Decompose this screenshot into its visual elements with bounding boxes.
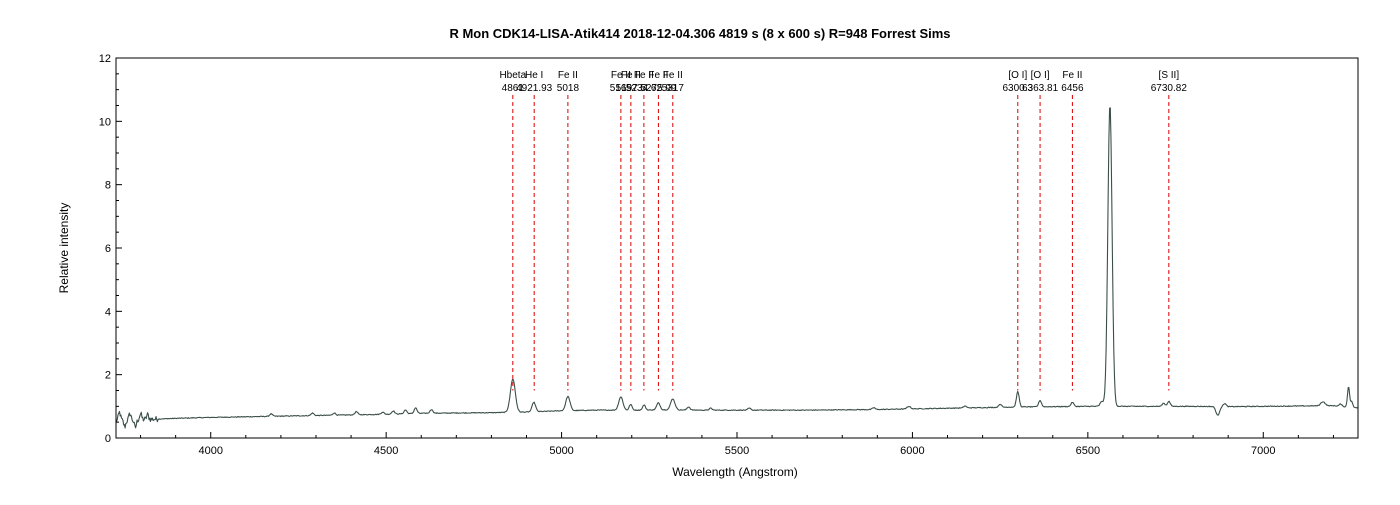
chart-title: R Mon CDK14-LISA-Atik414 2018-12-04.306 … (449, 26, 950, 41)
line-marker-wavelength: 6300.3 (1002, 83, 1033, 94)
axis-ticks: 4000 4500 5000 5500 6000 6500 7000 0 2 4 6 8 10 12 (99, 53, 1334, 457)
line-marker-name: Fe II (611, 70, 631, 81)
x-tick-label: 4000 (198, 445, 222, 457)
y-tick-label: 6 (105, 243, 111, 255)
line-marker-name: He I (525, 70, 543, 81)
y-tick-label: 0 (105, 433, 111, 445)
line-marker-wavelength: 5275.99 (640, 83, 677, 94)
y-tick-label: 2 (105, 370, 111, 382)
line-marker-wavelength: 4861 (502, 83, 525, 94)
spectrum-series-line (115, 107, 1359, 429)
line-marker-name: Fe II (621, 70, 641, 81)
line-marker-name: Fe II (1062, 70, 1082, 81)
line-marker-wavelength: 5018 (557, 83, 580, 94)
line-marker-name: Fe II (558, 70, 578, 81)
line-marker-name: [S II] (1159, 70, 1180, 81)
y-tick-label: 8 (105, 180, 111, 192)
line-marker-wavelength: 6730.82 (1151, 83, 1188, 94)
line-marker-wavelength: 6456 (1061, 83, 1084, 94)
line-marker-name: [O I] (1008, 70, 1027, 81)
line-marker-name: Fe II (634, 70, 654, 81)
line-marker-name: [O I] (1031, 70, 1050, 81)
y-tick-label: 4 (105, 306, 111, 318)
line-marker-wavelength: 5169 (610, 83, 633, 94)
line-marker-wavelength: 5317 (662, 83, 685, 94)
x-tick-label: 5500 (725, 445, 749, 457)
y-axis-label: Relative intensity (57, 203, 71, 294)
x-tick-label: 6500 (1076, 445, 1100, 457)
line-marker-wavelength: 5234.62 (626, 83, 663, 94)
line-marker-wavelength: 5197.5 (616, 83, 647, 94)
line-marker-name: Fe II (648, 70, 668, 81)
x-tick-label: 6000 (900, 445, 924, 457)
x-axis-label: Wavelength (Angstrom) (672, 465, 798, 479)
plot-area-frame (115, 57, 1359, 439)
x-tick-label: 5000 (549, 445, 573, 457)
y-tick-label: 12 (99, 53, 111, 65)
x-tick-label: 4500 (374, 445, 398, 457)
line-marker-wavelength: 6363.81 (1022, 83, 1059, 94)
y-tick-label: 10 (99, 116, 111, 128)
line-marker-name: Hbeta (499, 70, 526, 81)
line-marker-name: Fe II (663, 70, 683, 81)
line-marker-wavelength: 4921.93 (516, 83, 553, 94)
x-tick-label: 7000 (1251, 445, 1275, 457)
